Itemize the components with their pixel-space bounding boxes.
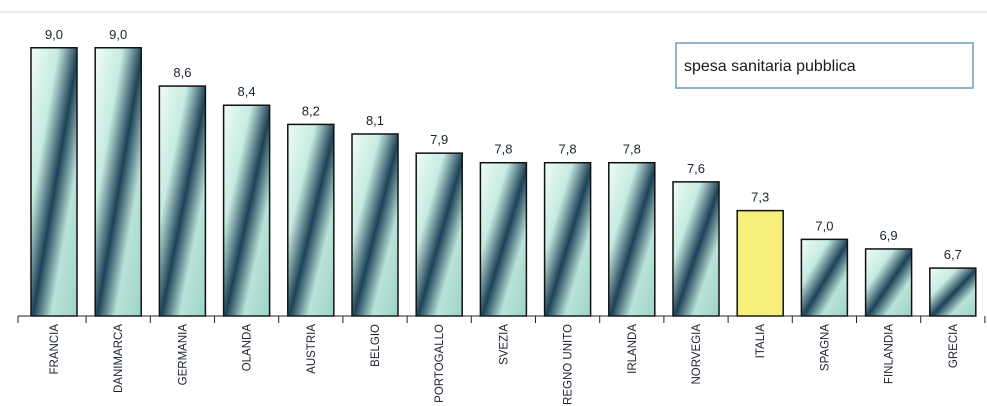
bar-olanda	[222, 104, 271, 317]
category-label: OLANDA	[242, 324, 254, 372]
value-label: 8,4	[238, 84, 256, 99]
bar-spagna	[800, 238, 849, 317]
value-label: 9,0	[45, 27, 63, 42]
category-label: GRECIA	[948, 324, 960, 368]
value-label: 8,6	[173, 65, 191, 80]
category-label: PORTOGALLO	[434, 324, 446, 403]
value-label: 7,3	[751, 190, 769, 205]
bar-regno-unito	[543, 161, 592, 317]
bar-francia	[30, 47, 78, 317]
bar-grecia	[929, 267, 977, 317]
value-label: 7,9	[430, 132, 448, 147]
value-label: 6,7	[944, 247, 962, 262]
bar-finlandia	[864, 248, 913, 317]
bar-norvegia	[672, 181, 720, 317]
value-label: 9,0	[109, 27, 127, 42]
bars-group	[30, 47, 977, 317]
category-label: REGNO UNITO	[563, 324, 575, 405]
value-label: 7,8	[559, 142, 577, 157]
category-labels-group: FRANCIA DANIMARCA GERMANIA OLANDA AUSTRIA BEL…	[17, 316, 986, 405]
bar-svezia	[479, 161, 528, 317]
value-label: 7,8	[623, 142, 641, 157]
bar-austria	[287, 123, 335, 317]
category-label: IRLANDA	[627, 324, 639, 374]
value-label: 7,0	[815, 218, 833, 233]
category-label: SPAGNA	[819, 324, 831, 371]
category-label: ITALIA	[755, 324, 767, 359]
category-label: GERMANIA	[177, 324, 189, 386]
category-label: DANIMARCA	[113, 324, 125, 393]
value-label: 8,1	[366, 113, 384, 128]
bar-danimarca	[94, 47, 142, 317]
bar-germania	[158, 85, 207, 317]
bar-irlanda	[608, 161, 656, 317]
value-labels-group: 9,0 9,0 8,6 8,4 8,2 8,1 7,9 7,8 7,8 7,8 7,6 7,3 7,0 6…	[45, 27, 962, 262]
category-label: NORVEGIA	[691, 324, 703, 385]
category-label: BELGIO	[370, 324, 382, 367]
value-label: 7,6	[687, 161, 705, 176]
value-label: 8,2	[302, 103, 320, 118]
legend-label: spesa sanitaria pubblica	[684, 58, 856, 75]
bar-italia	[736, 209, 784, 317]
category-label: AUSTRIA	[306, 324, 318, 374]
legend-box	[675, 42, 974, 89]
category-label: SVEZIA	[498, 324, 510, 365]
value-label: 6,9	[880, 228, 898, 243]
bar-portogallo	[415, 152, 463, 317]
legend: spesa sanitaria pubblica	[675, 42, 974, 89]
category-label: FRANCIA	[49, 324, 61, 375]
bar-belgio	[351, 133, 399, 317]
category-label: FINLANDIA	[884, 324, 896, 384]
value-label: 7,8	[494, 142, 512, 157]
